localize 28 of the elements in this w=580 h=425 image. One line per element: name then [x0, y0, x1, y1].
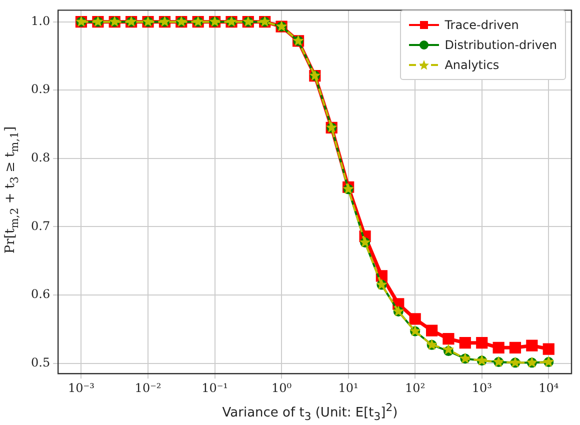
y-tick-label: 0.8 — [30, 150, 50, 165]
point — [492, 342, 504, 354]
x-tick-label: 10⁰ — [272, 380, 292, 395]
point — [459, 337, 471, 349]
legend-label: Trace-driven — [444, 18, 519, 32]
y-tick-label: 0.9 — [30, 82, 50, 96]
x-tick-label: 10³ — [472, 380, 492, 395]
point — [509, 342, 522, 354]
y-tick-label: 1.0 — [30, 14, 50, 28]
point — [409, 313, 421, 325]
x-tick-label: 10⁻² — [134, 380, 162, 395]
x-tick-label: 10¹ — [338, 380, 358, 395]
point — [526, 340, 538, 352]
y-tick-label: 0.5 — [30, 355, 50, 370]
legend-label: Analytics — [444, 58, 500, 72]
point — [476, 337, 488, 349]
x-tick-label: 10⁻¹ — [202, 380, 228, 395]
x-tick-label: 10⁻³ — [68, 380, 95, 395]
y-tick-label: 0.7 — [30, 218, 50, 233]
x-tick-label: 10² — [405, 380, 426, 395]
x-tick-label: 10⁴ — [538, 380, 559, 395]
point — [542, 343, 554, 355]
point — [442, 332, 454, 345]
x-axis-title: Variance of t$_{3}$ (Unit: E[t$_{3}$]$^{2}$) — [221, 401, 399, 423]
legend-label: Distribution-driven — [444, 38, 557, 52]
point — [426, 324, 438, 336]
point — [442, 344, 454, 354]
y-tick-label: 0.6 — [30, 287, 50, 302]
